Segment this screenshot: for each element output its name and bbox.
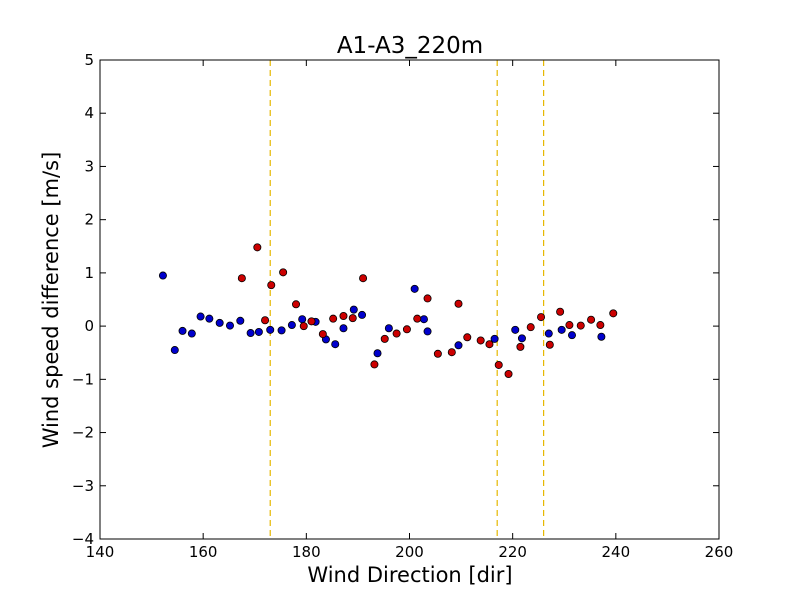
x-tick-label: 160 bbox=[189, 543, 218, 561]
data-point-red bbox=[370, 360, 379, 369]
x-tick-label: 260 bbox=[705, 543, 734, 561]
data-point-red bbox=[476, 336, 485, 345]
data-point-blue bbox=[205, 314, 214, 323]
data-point-blue bbox=[511, 325, 520, 334]
data-point-red bbox=[307, 317, 316, 326]
plot-background bbox=[100, 60, 719, 539]
y-tick-label: −1 bbox=[72, 370, 94, 388]
data-point-red bbox=[494, 360, 503, 369]
data-point-blue bbox=[331, 340, 340, 349]
y-tick-label: 2 bbox=[84, 211, 94, 229]
data-point-red bbox=[609, 309, 618, 318]
data-point-blue bbox=[517, 334, 526, 343]
data-point-red bbox=[504, 370, 513, 379]
data-point-blue bbox=[349, 305, 358, 314]
data-point-red bbox=[380, 334, 389, 343]
chart-title: A1-A3_220m bbox=[337, 33, 483, 59]
data-point-blue bbox=[384, 324, 393, 333]
data-point-blue bbox=[410, 284, 419, 293]
data-point-red bbox=[433, 349, 442, 358]
y-tick-label: −4 bbox=[72, 530, 94, 548]
y-tick-label: 5 bbox=[84, 51, 94, 69]
y-tick-label: −3 bbox=[72, 477, 94, 495]
data-point-blue bbox=[423, 327, 432, 336]
data-point-blue bbox=[277, 326, 286, 335]
data-point-red bbox=[596, 321, 605, 330]
data-point-red bbox=[318, 330, 327, 339]
x-tick-label: 240 bbox=[602, 543, 631, 561]
data-point-blue bbox=[246, 329, 255, 338]
data-point-red bbox=[413, 314, 422, 323]
y-tick-label: 3 bbox=[84, 157, 94, 175]
y-tick-label: 0 bbox=[84, 317, 94, 335]
data-point-red bbox=[545, 340, 554, 349]
data-point-red bbox=[485, 340, 494, 349]
data-point-red bbox=[565, 321, 574, 330]
y-axis-title: Wind speed difference [m/s] bbox=[39, 152, 63, 449]
data-point-red bbox=[348, 314, 357, 323]
data-point-blue bbox=[225, 321, 234, 330]
data-point-blue bbox=[358, 310, 367, 319]
data-point-blue bbox=[187, 329, 196, 338]
data-point-blue bbox=[254, 327, 263, 336]
x-tick-label: 180 bbox=[292, 543, 321, 561]
data-point-blue bbox=[454, 341, 463, 350]
data-point-blue bbox=[490, 334, 499, 343]
data-point-blue bbox=[373, 349, 382, 358]
x-tick-label: 220 bbox=[498, 543, 527, 561]
x-axis-title: Wind Direction [dir] bbox=[307, 563, 512, 587]
y-tick-label: −2 bbox=[72, 424, 94, 442]
data-point-red bbox=[299, 322, 308, 331]
y-axis: −4 −3 −2 −1 0 1 2 3 4 5 bbox=[72, 51, 719, 548]
y-tick-label: 4 bbox=[84, 104, 94, 122]
data-point-blue bbox=[266, 325, 275, 334]
data-points bbox=[158, 243, 618, 379]
data-point-red bbox=[576, 321, 585, 330]
data-point-red bbox=[402, 325, 411, 334]
x-axis: 140 160 180 200 220 240 260 bbox=[86, 60, 734, 561]
data-point-red bbox=[253, 243, 262, 252]
data-point-red bbox=[447, 348, 456, 357]
data-point-red bbox=[292, 300, 301, 309]
x-tick-label: 140 bbox=[86, 543, 115, 561]
y-tick-label: 1 bbox=[84, 264, 94, 282]
data-point-red bbox=[237, 274, 246, 283]
data-point-red bbox=[279, 268, 288, 277]
data-point-blue bbox=[419, 315, 428, 324]
data-point-blue bbox=[339, 324, 348, 333]
data-point-red bbox=[516, 342, 525, 351]
data-point-red bbox=[267, 281, 276, 290]
data-point-blue bbox=[597, 332, 606, 341]
data-point-blue bbox=[178, 326, 187, 335]
data-point-red bbox=[423, 294, 432, 303]
data-point-red bbox=[392, 329, 401, 338]
data-point-blue bbox=[215, 318, 224, 327]
data-point-red bbox=[329, 314, 338, 323]
data-point-blue bbox=[196, 312, 205, 321]
data-point-red bbox=[454, 299, 463, 308]
data-point-red bbox=[261, 316, 270, 325]
data-point-blue bbox=[557, 325, 566, 334]
data-point-red bbox=[537, 313, 546, 322]
data-point-red bbox=[526, 323, 535, 332]
data-point-blue bbox=[287, 321, 296, 330]
data-point-blue bbox=[544, 329, 553, 338]
data-point-red bbox=[587, 315, 596, 324]
data-point-red bbox=[463, 333, 472, 342]
data-point-blue bbox=[158, 271, 167, 280]
data-point-blue bbox=[170, 346, 179, 355]
x-tick-label: 200 bbox=[395, 543, 424, 561]
data-point-blue bbox=[567, 331, 576, 340]
plot-area bbox=[100, 60, 719, 539]
data-point-blue bbox=[298, 315, 307, 324]
data-point-red bbox=[359, 274, 368, 283]
data-point-blue bbox=[236, 316, 245, 325]
data-point-red bbox=[339, 311, 348, 320]
data-point-red bbox=[556, 307, 565, 316]
